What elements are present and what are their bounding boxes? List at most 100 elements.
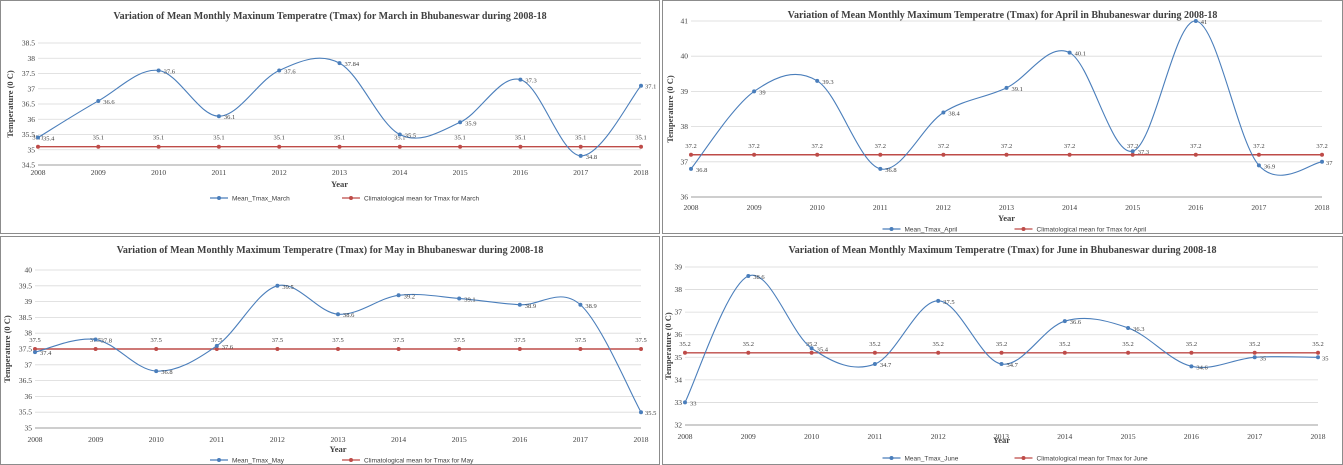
climatological-mean-point: [1068, 153, 1072, 157]
x-tick-label: 2018: [634, 435, 649, 444]
y-tick-label: 39: [25, 297, 33, 306]
x-tick-label: 2017: [1247, 432, 1262, 441]
climatological-mean-data-label: 35.1: [575, 135, 586, 142]
climatological-mean-data-label: 37.5: [151, 337, 162, 344]
legend-marker-mean-tmax: [890, 227, 894, 231]
y-tick-label: 38.5: [22, 39, 35, 48]
mean-tmax-point: [1126, 326, 1130, 330]
climatological-mean-point: [878, 153, 882, 157]
x-tick-label: 2008: [31, 168, 46, 177]
x-tick-label: 2010: [810, 203, 825, 212]
x-tick-label: 2008: [678, 432, 693, 441]
x-tick-label: 2012: [272, 168, 287, 177]
mean-tmax-point: [277, 68, 281, 72]
chart-april: Variation of Mean Monthly Maximum Temper…: [663, 1, 1342, 233]
climatological-mean-point: [94, 347, 98, 351]
x-tick-label: 2011: [209, 435, 224, 444]
y-tick-label: 38: [681, 122, 689, 131]
x-tick-label: 2012: [931, 432, 946, 441]
y-tick-label: 35.5: [19, 408, 32, 417]
climatological-mean-data-label: 37.5: [393, 337, 404, 344]
climatological-mean-point: [683, 351, 687, 355]
climatological-mean-data-label: 37.2: [1001, 143, 1012, 150]
y-tick-label: 39: [681, 87, 689, 96]
mean-tmax-data-label: 39.3: [822, 79, 833, 86]
climatological-mean-data-label: 35.1: [334, 135, 345, 142]
x-tick-label: 2014: [1062, 203, 1077, 212]
climatological-mean-data-label: 37.5: [575, 337, 586, 344]
climatological-mean-data-label: 37.2: [875, 143, 886, 150]
y-tick-label: 33: [675, 398, 683, 407]
mean-tmax-point: [936, 299, 940, 303]
chart-title: Variation of Mean Monthly Maximum Temper…: [117, 245, 544, 256]
climatological-mean-data-label: 35.2: [933, 341, 944, 348]
series-mean-tmax-line: [685, 275, 1318, 402]
x-tick-label: 2017: [1251, 203, 1266, 212]
mean-tmax-data-label: 36.8: [696, 167, 707, 174]
climatological-mean-point: [36, 145, 40, 149]
chart-panel-april: Variation of Mean Monthly Maximum Temper…: [662, 0, 1343, 234]
climatological-mean-point: [96, 145, 100, 149]
mean-tmax-point: [815, 79, 819, 83]
mean-tmax-point: [1257, 163, 1261, 167]
y-tick-label: 38: [28, 54, 36, 63]
mean-tmax-point: [689, 167, 693, 171]
climatological-mean-point: [746, 351, 750, 355]
mean-tmax-point: [746, 274, 750, 278]
mean-tmax-point: [1063, 319, 1067, 323]
x-axis-label: Year: [330, 444, 347, 454]
y-tick-label: 34: [675, 375, 683, 384]
climatological-mean-data-label: 35.2: [679, 341, 690, 348]
mean-tmax-point: [336, 312, 340, 316]
climatological-mean-data-label: 37.5: [332, 337, 343, 344]
mean-tmax-point: [878, 167, 882, 171]
mean-tmax-data-label: 37.8: [101, 338, 112, 345]
mean-tmax-point: [1253, 355, 1257, 359]
y-tick-label: 36: [25, 392, 33, 401]
x-axis-label: Year: [993, 435, 1010, 445]
x-tick-label: 2014: [1057, 432, 1072, 441]
mean-tmax-point: [397, 293, 401, 297]
y-axis-label: Temperature (0 C): [665, 75, 675, 143]
climatological-mean-data-label: 37.5: [514, 337, 525, 344]
climatological-mean-data-label: 35.1: [93, 135, 104, 142]
y-tick-label: 39.5: [19, 281, 32, 290]
x-tick-label: 2009: [91, 168, 106, 177]
legend-marker-climatological-mean: [349, 196, 353, 200]
x-tick-label: 2015: [452, 435, 467, 444]
climatological-mean-point: [815, 153, 819, 157]
climatological-mean-data-label: 37.2: [1253, 143, 1264, 150]
climatological-mean-point: [518, 145, 522, 149]
y-tick-label: 36.5: [22, 100, 35, 109]
legend-label-climatological-mean: Climatological mean for Tmax for June: [1037, 456, 1149, 463]
mean-tmax-data-label: 39.1: [464, 296, 475, 303]
legend-marker-climatological-mean: [1022, 227, 1026, 231]
mean-tmax-data-label: 36.8: [161, 369, 172, 376]
climatological-mean-point: [752, 153, 756, 157]
mean-tmax-data-label: 38.9: [585, 303, 596, 310]
mean-tmax-data-label: 36.6: [103, 99, 115, 106]
mean-tmax-point: [518, 78, 522, 82]
x-tick-label: 2014: [392, 168, 407, 177]
climatological-mean-point: [336, 347, 340, 351]
legend-label-mean-tmax: Mean_Tmax_June: [905, 456, 959, 463]
x-tick-label: 2013: [332, 168, 347, 177]
chart-may: Variation of Mean Monthly Maximum Temper…: [1, 237, 659, 464]
climatological-mean-point: [397, 347, 401, 351]
mean-tmax-point: [752, 89, 756, 93]
climatological-mean-point: [217, 145, 221, 149]
climatological-mean-data-label: 37.5: [635, 337, 646, 344]
climatological-mean-data-label: 37.5: [454, 337, 465, 344]
mean-tmax-data-label: 37.84: [345, 61, 360, 68]
chart-panel-march: Variation of Mean Monthly Maxinum Temper…: [0, 0, 660, 234]
x-tick-label: 2017: [573, 435, 588, 444]
legend-label-mean-tmax: Mean_Tmax_April: [905, 227, 958, 234]
mean-tmax-data-label: 37.3: [525, 78, 536, 85]
climatological-mean-data-label: 35.2: [1186, 341, 1197, 348]
mean-tmax-point: [458, 120, 462, 124]
chart-title: Variation of Mean Monthly Maximum Temper…: [788, 10, 1218, 21]
climatological-mean-data-label: 35.2: [1059, 341, 1070, 348]
climatological-mean-data-label: 35.2: [996, 341, 1007, 348]
mean-tmax-data-label: 35: [1322, 355, 1329, 362]
mean-tmax-point: [518, 303, 522, 307]
